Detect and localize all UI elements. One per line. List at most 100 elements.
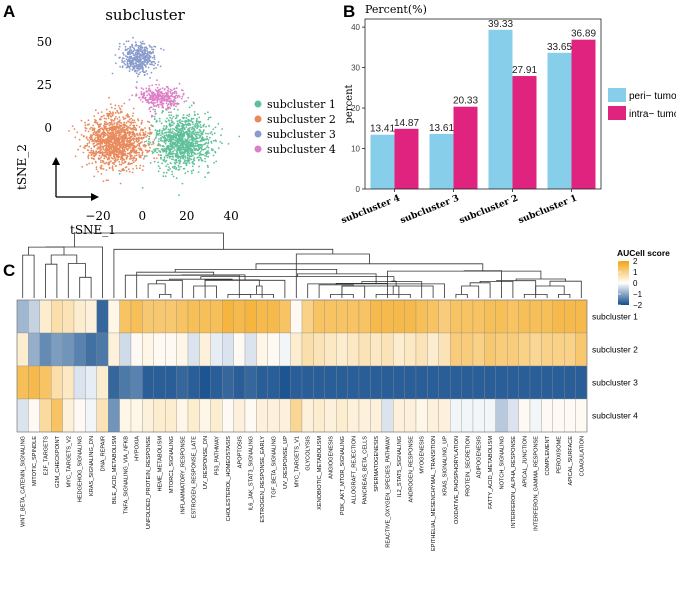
- tsne-point: [182, 140, 185, 143]
- tsne-point: [139, 99, 142, 101]
- bar-legend-label: intra− tumor: [629, 109, 676, 120]
- tsne-point: [111, 137, 114, 140]
- dendrogram-branch: [515, 278, 566, 282]
- tsne-point: [121, 111, 123, 113]
- tsne-point: [143, 143, 146, 146]
- tsne-point: [210, 148, 213, 150]
- heatmap-cell: [199, 398, 211, 433]
- bar-y-tick-label: 30: [351, 64, 360, 73]
- tsne-point: [121, 159, 124, 162]
- tsne-point: [157, 95, 160, 98]
- heatmap-cell: [244, 365, 257, 400]
- heatmap-cell: [165, 332, 177, 367]
- tsne-point: [143, 48, 146, 51]
- tsne-point: [93, 115, 96, 117]
- tsne-point: [135, 150, 138, 153]
- heatmap-cell: [564, 365, 576, 400]
- tsne-point: [188, 122, 191, 125]
- tsne-point: [143, 42, 146, 45]
- heatmap-cell: [210, 398, 223, 433]
- tsne-point: [129, 127, 132, 130]
- tsne-point: [169, 134, 172, 137]
- tsne-point: [141, 119, 144, 122]
- tsne-point: [207, 139, 210, 141]
- tsne-point: [157, 142, 160, 145]
- tsne-point: [165, 165, 168, 168]
- tsne-point: [140, 65, 143, 67]
- tsne-point: [162, 149, 165, 152]
- tsne-point: [102, 136, 104, 138]
- tsne-point: [122, 130, 124, 132]
- tsne-point: [131, 46, 134, 48]
- tsne-point: [92, 157, 95, 160]
- tsne-point: [84, 126, 87, 129]
- tsne-point: [152, 91, 155, 94]
- tsne-point: [130, 123, 133, 125]
- tsne-point: [147, 150, 150, 153]
- heatmap-column-label: KRAS_SIGNALING_UP: [443, 436, 449, 496]
- tsne-point: [149, 110, 152, 113]
- tsne-point: [199, 134, 202, 137]
- tsne-point: [134, 51, 137, 54]
- tsne-point: [135, 145, 138, 148]
- tsne-point: [105, 169, 108, 172]
- tsne-point: [113, 141, 116, 144]
- heatmap-cell: [222, 332, 234, 367]
- tsne-point: [159, 65, 162, 68]
- tsne-point: [77, 148, 79, 151]
- tsne-point: [212, 149, 215, 151]
- tsne-point: [93, 175, 96, 178]
- bar-y-tick-label: 40: [351, 23, 360, 32]
- tsne-point: [128, 116, 131, 118]
- tsne-point: [112, 161, 115, 164]
- tsne-point: [137, 118, 139, 120]
- tsne-point: [111, 166, 114, 169]
- heatmap-cell: [96, 299, 109, 334]
- heatmap-cell: [336, 299, 348, 334]
- tsne-point: [213, 161, 216, 164]
- tsne-point: [106, 129, 109, 132]
- tsne-point: [105, 117, 107, 120]
- tsne-point: [140, 48, 143, 51]
- tsne-point: [133, 141, 136, 143]
- tsne-point: [157, 106, 160, 108]
- tsne-point: [145, 136, 148, 138]
- tsne-point: [100, 161, 102, 164]
- heatmap-cell: [142, 332, 154, 367]
- tsne-point: [139, 60, 142, 62]
- tsne-point: [158, 120, 161, 122]
- tsne-point: [124, 63, 127, 66]
- tsne-point: [118, 163, 121, 166]
- tsne-point: [86, 142, 89, 145]
- heatmap-cell: [370, 398, 382, 433]
- heatmap-cell: [119, 398, 132, 433]
- tsne-point: [74, 136, 77, 139]
- tsne-point: [122, 118, 125, 120]
- tsne-point: [175, 153, 177, 156]
- tsne-point: [156, 86, 159, 89]
- heatmap-cell: [564, 332, 576, 367]
- tsne-point: [110, 160, 112, 163]
- tsne-point: [178, 166, 180, 168]
- tsne-point: [192, 169, 195, 172]
- tsne-point: [119, 144, 122, 147]
- tsne-point: [124, 166, 127, 169]
- tsne-point: [111, 152, 114, 155]
- tsne-point: [167, 103, 170, 105]
- dendrogram-branch: [461, 285, 480, 298]
- heatmap-cell: [16, 332, 29, 367]
- tsne-point: [178, 194, 180, 197]
- tsne-point: [97, 147, 100, 150]
- tsne-point: [217, 122, 220, 125]
- tsne-point: [173, 103, 176, 106]
- tsne-point: [197, 149, 200, 152]
- tsne-point: [201, 137, 203, 140]
- tsne-point: [106, 112, 108, 115]
- heatmap-column-label: WNT_BETA_CATENIN_SIGNALING: [21, 436, 27, 527]
- tsne-point: [107, 179, 109, 182]
- tsne-point: [191, 161, 194, 164]
- tsne-point: [112, 169, 115, 172]
- heatmap-cell: [39, 299, 52, 334]
- tsne-point: [157, 161, 160, 164]
